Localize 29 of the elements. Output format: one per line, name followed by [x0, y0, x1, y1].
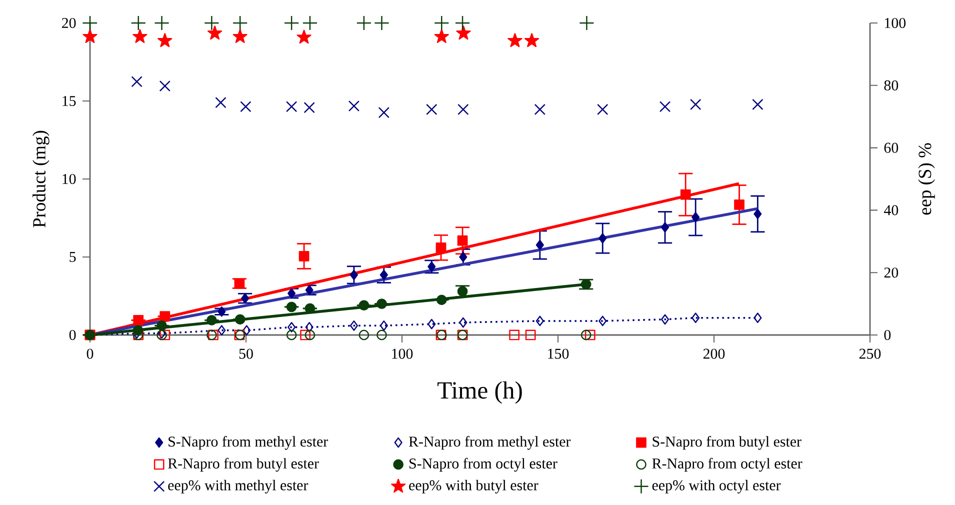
y2-tick-label: 40	[884, 205, 898, 216]
legend-label: S-Napro from butyl ester	[652, 436, 802, 450]
legend-label: eep% with methyl ester	[168, 480, 308, 494]
y2-tick-label: 80	[884, 80, 898, 90]
legend-label: R-Napro from butyl ester	[168, 458, 319, 472]
legend-label: R-Napro from methyl ester	[408, 436, 571, 450]
legend-label: eep% with octyl ester	[652, 480, 781, 494]
x-tick-label: 150	[548, 348, 569, 359]
y2-tick-label: 0	[884, 330, 891, 340]
y2-tick-label: 60	[884, 142, 898, 153]
x-axis-title: Time (h)	[438, 381, 522, 404]
x-tick-label: 50	[239, 348, 253, 359]
x-tick-label: 250	[859, 348, 881, 359]
legend-label: S-Napro from octyl ester	[410, 458, 558, 472]
y2-axis-title: eep (S) %	[918, 143, 935, 215]
y-tick-label: 5	[70, 252, 76, 262]
x-tick-label: 100	[392, 348, 413, 359]
y-axis-title: Product (mg)	[32, 130, 50, 228]
y-tick-label: 0	[69, 330, 76, 340]
y2-tick-label: 20	[884, 268, 898, 278]
x-tick-label: 0	[86, 348, 94, 359]
y2-tick-label: 100	[885, 18, 906, 28]
legend-label: eep% with butyl ester	[409, 480, 538, 494]
x-tick-label: 200	[703, 348, 725, 359]
y-tick-label: 10	[62, 174, 76, 184]
legend-label: R-Napro from octyl ester	[652, 458, 802, 472]
y-tick-label: 15	[62, 96, 76, 106]
legend-label: S-Napro from methyl ester	[168, 436, 328, 450]
y-tick-label: 20	[62, 18, 76, 28]
